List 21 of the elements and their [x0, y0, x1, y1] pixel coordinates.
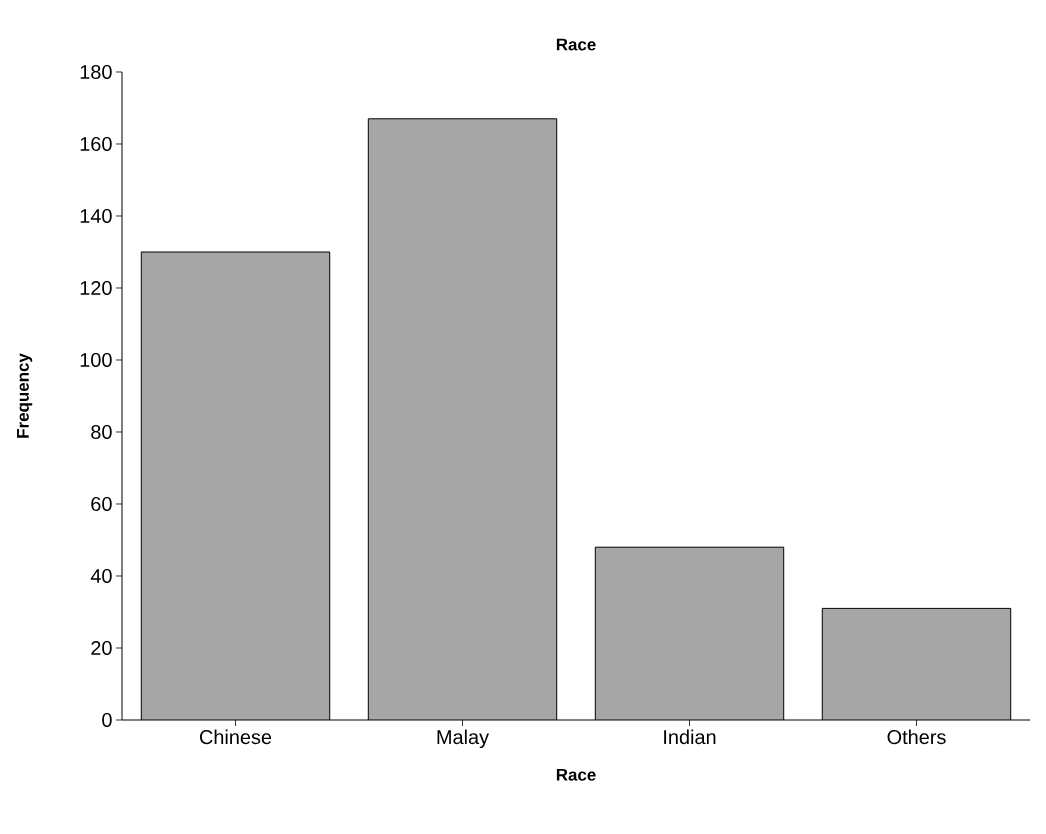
bar: [595, 547, 784, 720]
bar: [141, 251, 330, 720]
y-tick-label: 120: [80, 280, 112, 296]
y-tick-label: 180: [80, 64, 112, 80]
x-axis-title: Race: [556, 768, 596, 781]
chart-title: Race: [556, 38, 596, 51]
y-axis-title: Frequency: [17, 353, 33, 438]
y-tick-label: 80: [91, 424, 112, 440]
y-tick-label: 20: [91, 640, 112, 656]
y-tick-label: 160: [80, 136, 112, 152]
x-tick-label: Malay: [437, 729, 490, 749]
y-tick-label: 60: [91, 496, 112, 512]
y-tick-label: 0: [102, 712, 112, 728]
y-tick-label: 140: [80, 208, 112, 224]
x-tick-label: Chinese: [199, 729, 272, 745]
bar: [368, 118, 557, 720]
y-tick-label: 40: [90, 568, 112, 584]
x-tick-label: Others: [887, 729, 946, 745]
x-tick-label: Indian: [664, 729, 716, 745]
bar: [821, 607, 1012, 720]
y-tick-label: 100: [80, 352, 112, 368]
